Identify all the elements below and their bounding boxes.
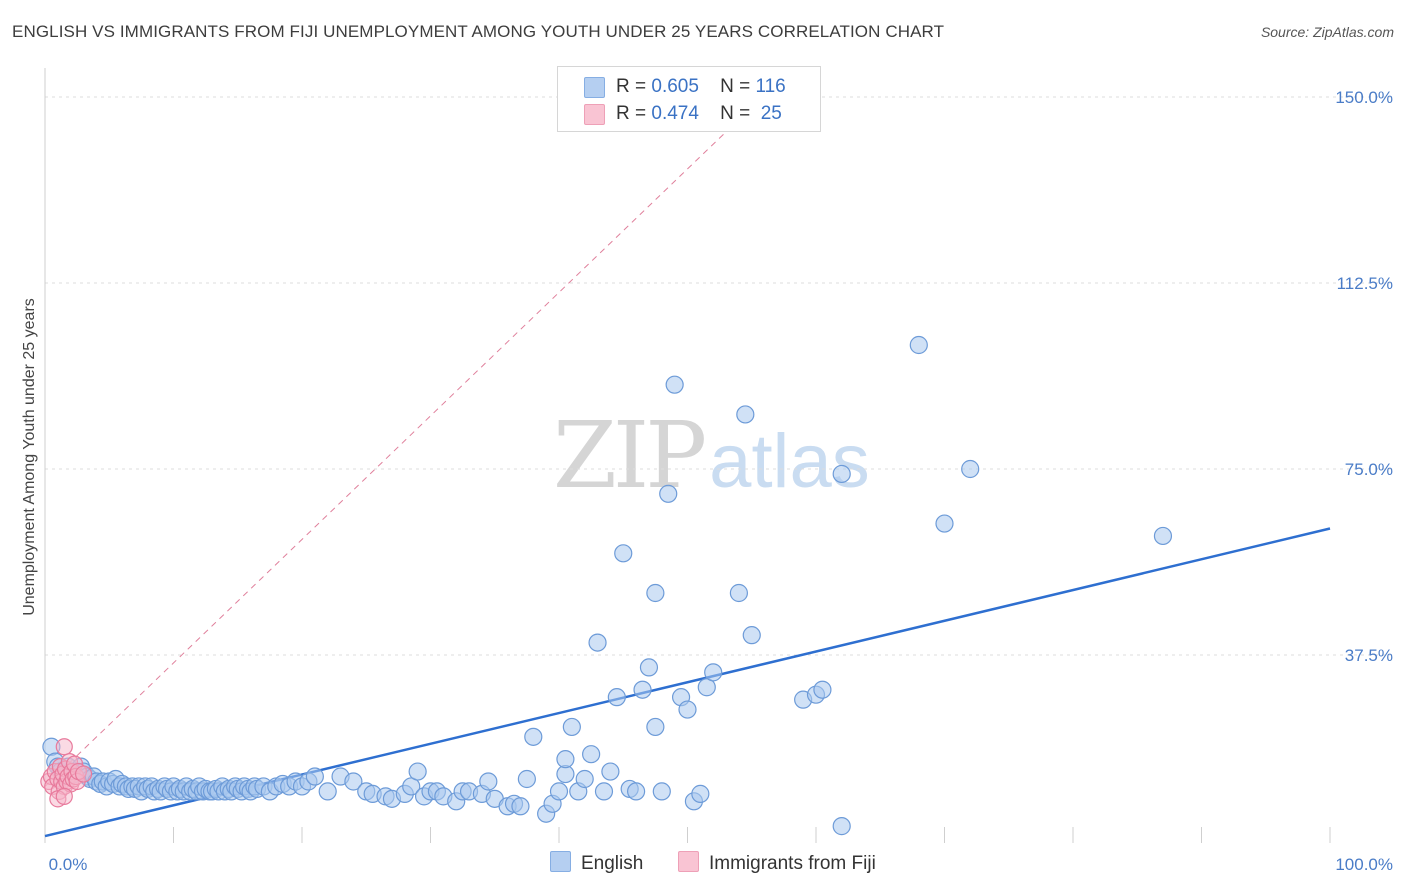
watermark: ZIPatlas <box>553 402 870 509</box>
english-point <box>832 464 851 484</box>
english-point <box>305 767 324 786</box>
english-point <box>639 658 659 677</box>
english-point <box>813 680 832 699</box>
english-point <box>511 797 530 816</box>
y-tick-label: 37.5% <box>1345 646 1393 665</box>
english-point <box>556 750 575 769</box>
english-point <box>665 375 684 394</box>
english-point <box>626 782 646 801</box>
english-point <box>961 459 980 479</box>
english-point <box>575 769 594 789</box>
english-point <box>633 680 652 699</box>
fiji-point <box>74 765 93 783</box>
trend-lines <box>44 74 1331 838</box>
english-point <box>607 688 626 707</box>
bottom-legend-fiji: Immigrants from Fiji <box>678 851 876 875</box>
english-point <box>832 817 851 836</box>
grid-lines <box>45 96 1395 656</box>
legend-n-value-fiji: 25 <box>760 103 782 124</box>
english-point <box>691 784 710 803</box>
english-point <box>588 633 607 652</box>
legend-swatch-english <box>584 77 605 98</box>
legend-r-value-fiji: 0.474 <box>651 103 699 124</box>
legend-swatch-fiji <box>584 104 605 125</box>
english-point <box>549 782 569 801</box>
legend-n-value-english: 116 <box>755 76 786 97</box>
english-point <box>646 717 665 737</box>
fiji-point <box>55 787 73 805</box>
fiji-points <box>40 738 93 808</box>
english-point <box>614 544 633 563</box>
y-axis-label: Unemployment Among Youth under 25 years <box>21 298 38 616</box>
english-point <box>318 782 337 801</box>
fiji-trend-line <box>44 74 786 787</box>
english-point <box>582 745 601 764</box>
legend-n-label: N = <box>720 76 751 97</box>
tick-labels: 37.5% 75.0% 112.5% 150.0% 0.0% 100.0% <box>49 88 1393 874</box>
english-point <box>652 782 671 801</box>
english-point <box>479 772 498 791</box>
bottom-legend-swatch-fiji <box>678 851 699 872</box>
correlation-legend: R = 0.605 N = 116 R = 0.474 N = 25 <box>557 66 821 132</box>
legend-n-label: N = <box>720 103 751 124</box>
english-points <box>42 335 1173 836</box>
legend-r-label: R = <box>616 76 647 97</box>
bottom-legend-label-fiji: Immigrants from Fiji <box>709 853 876 874</box>
english-point <box>909 335 928 355</box>
legend-r-value-english: 0.605 <box>651 76 699 97</box>
english-point <box>344 772 363 791</box>
y-tick-label: 75.0% <box>1345 460 1393 479</box>
english-point <box>562 717 581 737</box>
x-tick-label: 100.0% <box>1335 855 1393 874</box>
watermark-zip: ZIP <box>553 402 707 509</box>
english-point <box>742 626 761 645</box>
english-point <box>736 405 755 424</box>
bottom-legend-label-english: English <box>581 853 644 874</box>
watermark-atlas: atlas <box>709 419 870 504</box>
axes <box>44 68 1331 843</box>
bottom-legend-english: English <box>550 851 643 875</box>
source-credit: Source: ZipAtlas.com <box>1260 24 1394 40</box>
english-point <box>1153 526 1173 546</box>
y-tick-label: 112.5% <box>1337 274 1393 293</box>
english-point <box>517 769 536 789</box>
english-point <box>678 700 697 719</box>
chart-title: ENGLISH VS IMMIGRANTS FROM FIJI UNEMPLOY… <box>12 22 945 41</box>
english-point <box>646 583 665 603</box>
english-point <box>408 762 427 781</box>
y-tick-label: 150.0% <box>1335 88 1393 107</box>
english-point <box>601 762 620 781</box>
fiji-point <box>55 738 73 756</box>
english-point <box>729 583 749 603</box>
x-tick-label: 0.0% <box>49 855 88 874</box>
english-point <box>524 727 543 746</box>
english-point <box>704 663 723 682</box>
english-point <box>594 782 614 801</box>
legend-r-label: R = <box>616 103 647 124</box>
bottom-legend-swatch-english <box>550 851 571 872</box>
english-point <box>935 514 954 533</box>
english-point <box>659 484 678 503</box>
